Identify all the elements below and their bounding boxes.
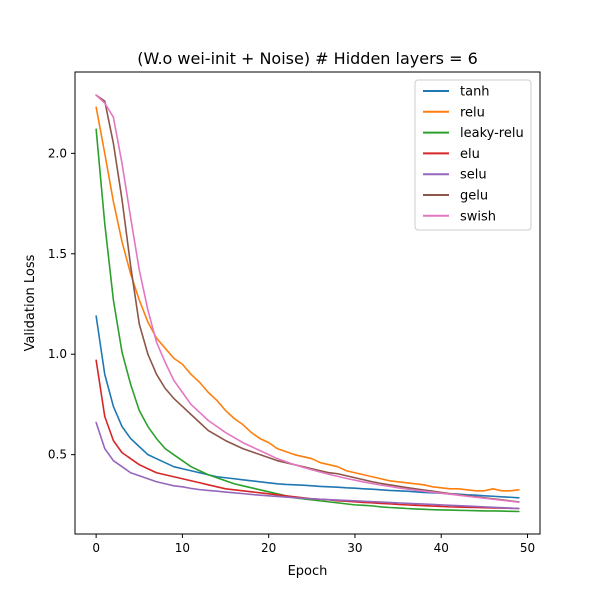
x-tick-label: 30	[347, 541, 362, 555]
series-layer	[95, 94, 520, 513]
legend-label-selu: selu	[460, 168, 487, 183]
y-tick-label: 0.5	[48, 448, 67, 462]
legend-label-tanh: tanh	[460, 85, 490, 100]
legend-label-elu: elu	[460, 147, 480, 162]
x-tick-label: 10	[175, 541, 190, 555]
y-tick-label: 2.0	[48, 146, 67, 160]
x-tick-label: 40	[434, 541, 449, 555]
y-tick-label: 1.0	[48, 347, 67, 361]
y-axis-label: Validation Loss	[23, 254, 38, 351]
legend-label-gelu: gelu	[460, 189, 488, 204]
series-line-selu	[95, 421, 520, 510]
x-tick-label: 20	[261, 541, 276, 555]
legend-label-relu: relu	[460, 105, 485, 120]
chart-title: (W.o wei-init + Noise) # Hidden layers =…	[137, 49, 478, 68]
series-line-relu	[95, 106, 520, 492]
legend-label-swish: swish	[460, 209, 496, 224]
plot-frame	[74, 71, 541, 535]
x-tick-label: 0	[92, 541, 100, 555]
legend-label-leaky-relu: leaky-relu	[460, 126, 524, 141]
legend: tanh relu leaky-relu elu selu gelu swish	[414, 79, 532, 231]
y-tick-label: 1.5	[48, 247, 67, 261]
x-axis: 0 10 20 30 40 50	[92, 534, 535, 555]
x-tick-label: 50	[520, 541, 535, 555]
series-line-swish	[95, 94, 520, 504]
y-axis: 0.5 1.0 1.5 2.0	[48, 146, 75, 462]
x-axis-label: Epoch	[288, 564, 328, 579]
legend-box	[414, 79, 532, 231]
